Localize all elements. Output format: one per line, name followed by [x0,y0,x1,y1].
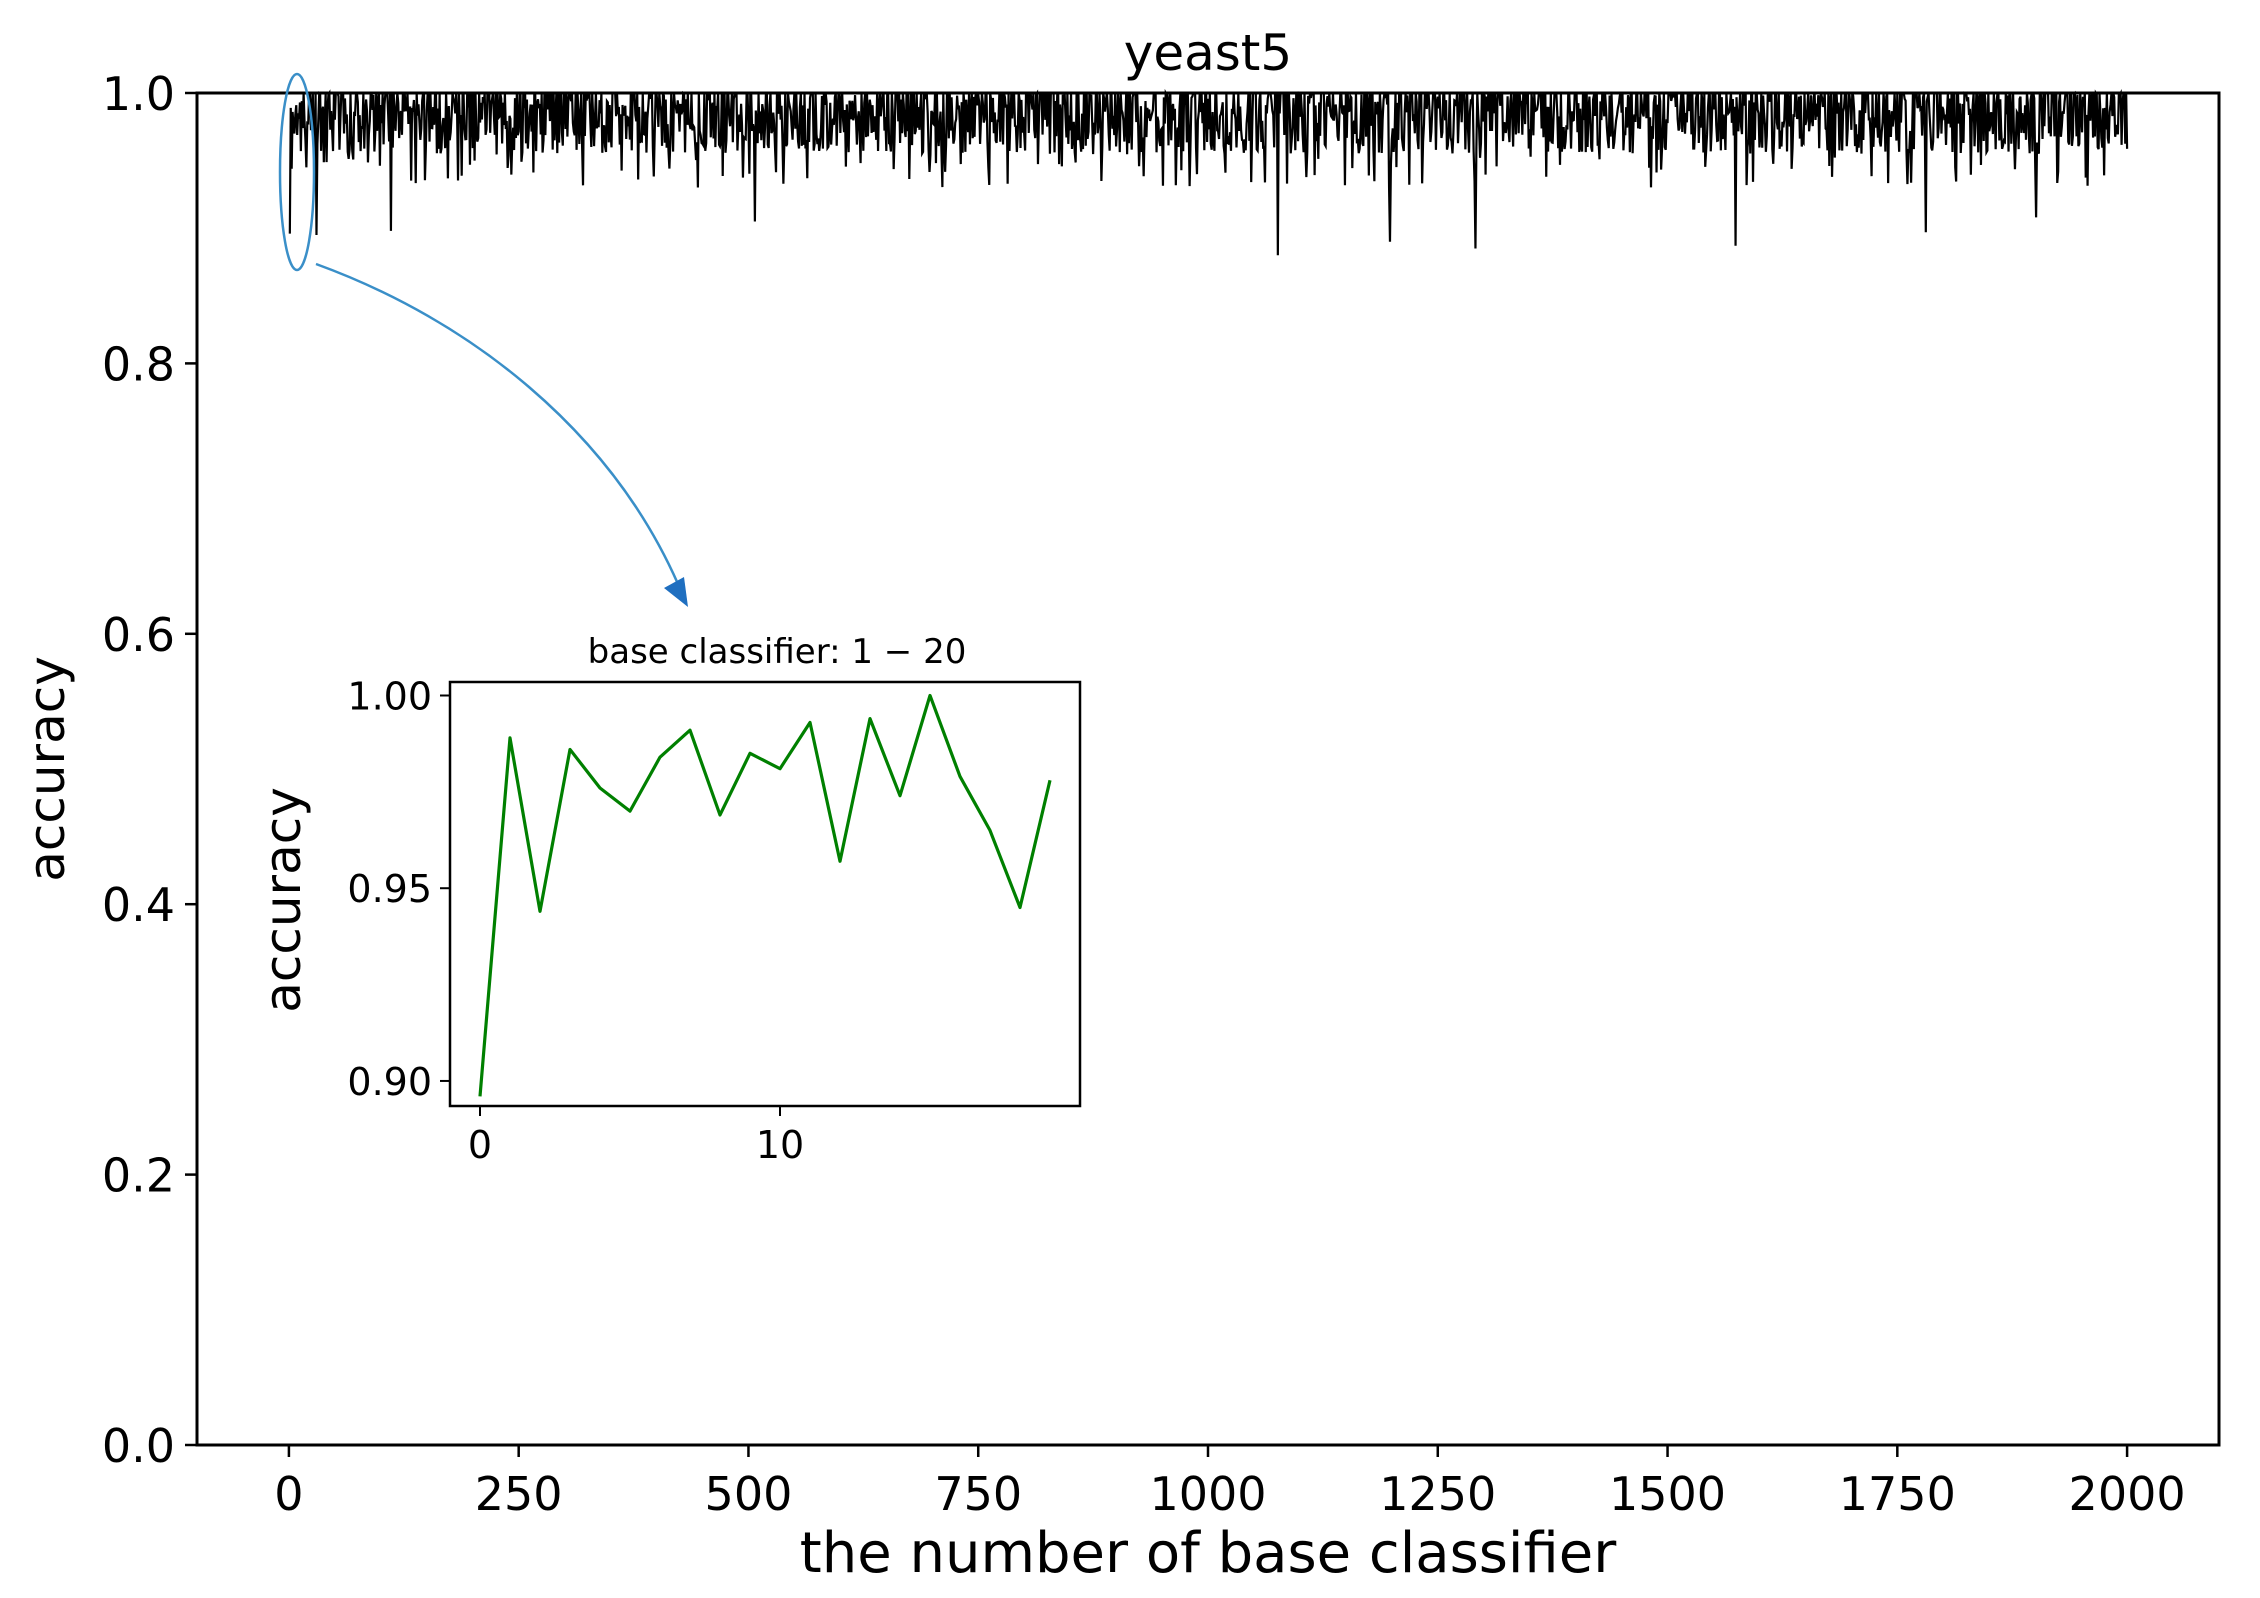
inset-title: base classifier: 1 − 20 [588,632,967,672]
annotation-arrowhead [664,577,688,607]
inset-x-ticks: 0 10 [468,1106,804,1167]
highlight-ellipse [278,72,316,272]
main-y-axis-label: accuracy [18,656,76,882]
inset-y-tick-label: 0.90 [347,1060,432,1104]
annotation-arrow [315,262,680,585]
inset-x-tick-label: 10 [756,1123,804,1167]
inset-y-tick-label: 1.00 [347,674,432,718]
main-x-axis-label: the number of base classifier [800,1521,1617,1586]
main-y-tick-label: 1.0 [102,67,175,121]
main-y-tick-label: 0.6 [102,608,175,662]
main-x-tick-label: 750 [934,1467,1022,1521]
main-x-tick-label: 0 [274,1467,303,1521]
inset-background [450,682,1080,1106]
inset-y-tick-label: 0.95 [347,867,432,911]
inset-y-axis-label: accuracy [254,787,312,1013]
main-y-tick-label: 0.2 [102,1149,175,1203]
main-y-tick-label: 0.0 [102,1419,175,1473]
inset-series [478,693,1052,1097]
main-x-tick-label: 1000 [1149,1467,1266,1521]
main-series-line [288,88,2129,256]
main-title: yeast5 [1124,24,1292,82]
main-x-ticks: 0 250 500 750 1000 1250 1500 1750 2000 [274,1445,2186,1521]
main-y-tick-label: 0.4 [102,878,175,932]
inset-chart: base classifier: 1 − 20 0.90 0.95 1.00 0 10… [254,632,1082,1167]
inset-series-line [478,693,1052,1097]
main-x-tick-label: 250 [475,1467,563,1521]
main-x-tick-label: 1250 [1379,1467,1496,1521]
main-series [288,88,2129,256]
zoom-annotation [278,72,688,607]
main-x-tick-label: 1750 [1839,1467,1956,1521]
inset-plot-frame [448,680,1082,1108]
main-y-ticks: 0.0 0.2 0.4 0.6 0.8 1.0 [102,67,197,1473]
inset-y-ticks: 0.90 0.95 1.00 [347,674,450,1104]
main-chart: yeast5 0.00.20.40.60.81.0 0 250 500 750 1000… [18,24,2221,1586]
main-y-tick-label: 0.8 [102,337,175,391]
main-x-tick-label: 2000 [2069,1467,2186,1521]
inset-x-tick-label: 0 [468,1123,492,1167]
main-x-tick-label: 500 [705,1467,793,1521]
main-x-tick-label: 1500 [1609,1467,1726,1521]
